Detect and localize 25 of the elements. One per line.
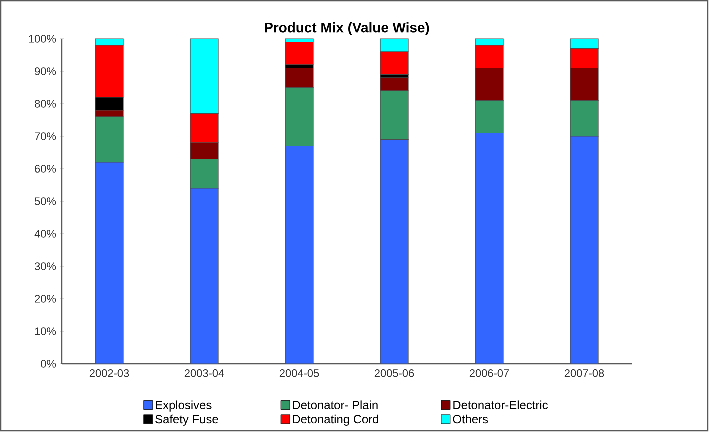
x-tick-label: 2006-07 [470, 370, 510, 378]
x-tick-label: 2005-06 [374, 370, 414, 378]
legend-label: Detonator-Electric [454, 400, 548, 410]
legend-label: Explosives [156, 400, 212, 412]
y-tick-label: 90% [35, 68, 56, 76]
y-tick-label: 100% [29, 35, 56, 43]
legend-label: Detonating Cord [293, 414, 378, 426]
y-tick-label: 40% [34, 230, 56, 238]
x-tick-label: 2003-04 [184, 370, 224, 378]
x-tick-label: 2007-08 [564, 370, 604, 378]
bar [285, 42, 314, 66]
y-tick-label: 80% [35, 100, 56, 108]
y-tick-label: 10% [35, 328, 56, 336]
y-tick-label: 20% [35, 295, 56, 303]
x-tick-label: 2004-05 [280, 370, 320, 378]
y-tick-label: 60% [35, 165, 56, 173]
chart-title: Product Mix (Value Wise) [265, 22, 430, 36]
legend-label: Others [453, 414, 488, 424]
legend-label: Detonator- Plain [293, 400, 378, 410]
y-tick-label: 30% [34, 262, 56, 270]
y-tick-label: 50% [34, 198, 56, 206]
legend-label: Safety Fuse [156, 414, 218, 426]
y-tick-label: 70% [35, 132, 56, 140]
x-tick-label: 2002-03 [90, 370, 130, 378]
y-tick-label: 0% [41, 360, 56, 368]
